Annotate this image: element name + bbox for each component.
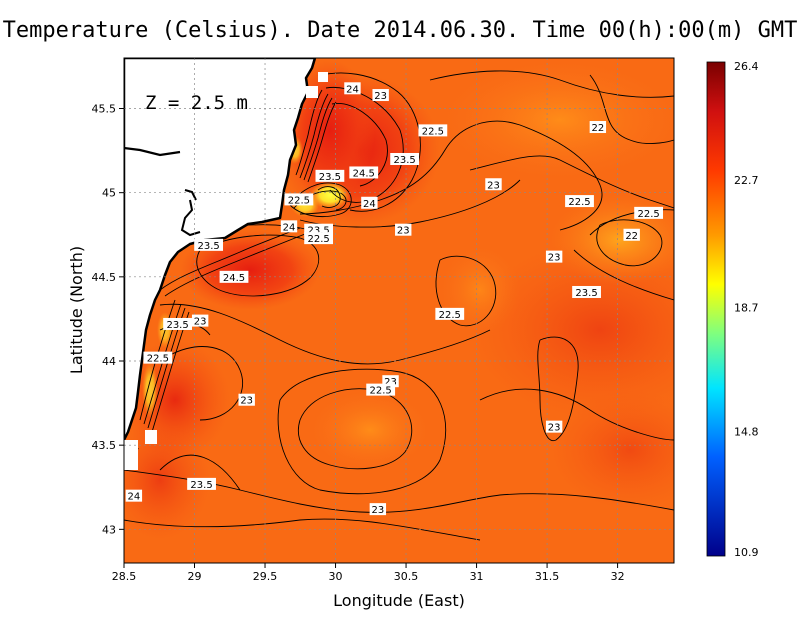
y-tick-label: 43.5 — [92, 439, 117, 452]
contour-label: 24 — [346, 84, 359, 95]
x-tick-label: 30.5 — [394, 570, 419, 583]
contour-label-bg — [390, 153, 420, 165]
y-tick-label: 45 — [102, 187, 116, 200]
y-tick-label: 43 — [102, 523, 116, 536]
x-axis-title: Longitude (East) — [333, 591, 465, 610]
contour-label: 23 — [397, 226, 410, 237]
contour-label-bg — [219, 270, 249, 283]
contour-label: 23.5 — [394, 155, 416, 166]
contour-label-bg — [280, 220, 298, 233]
contour-label-bg — [634, 206, 664, 219]
contour-label-bg — [238, 393, 255, 406]
contour-label-bg — [435, 307, 465, 320]
contour-label: 24 — [283, 222, 296, 233]
contour-label: 23 — [194, 317, 207, 328]
contour-label: 23.5 — [307, 226, 329, 237]
contour-label-bg — [194, 238, 224, 251]
contour-label: 22.5 — [568, 197, 590, 208]
x-tick-label: 29.5 — [253, 570, 278, 583]
contour-label-bg — [418, 124, 448, 137]
x-tick-label: 29 — [188, 570, 202, 583]
colorbar-ticks: 26.4 22.7 18.7 14.8 10.9 — [734, 60, 759, 559]
contour-label-bg — [565, 195, 594, 208]
contour-label: 23.5 — [166, 320, 188, 331]
depth-label: Z = 2.5 m — [145, 92, 248, 114]
contour-label: 23.5 — [197, 241, 219, 252]
contour-label: 23 — [487, 180, 500, 191]
colorbar-tick-label: 14.8 — [734, 426, 759, 439]
contour-label: 23 — [374, 91, 387, 102]
contour-label-bg — [125, 489, 143, 502]
contour-label: 22.5 — [439, 310, 461, 321]
contour-label-bg — [304, 232, 334, 245]
y-tick-label: 44.5 — [92, 271, 117, 284]
contour-label: 22.5 — [637, 209, 659, 220]
contour-label-bg — [395, 223, 412, 236]
contour-label: 24 — [128, 492, 141, 503]
y-tick-label: 45.5 — [92, 103, 117, 116]
contour-label-bg — [187, 477, 216, 490]
contour-label-bg — [572, 285, 601, 298]
contour-label: 23 — [240, 396, 253, 407]
contour-label: 23 — [548, 253, 561, 264]
contour-label: 22 — [591, 123, 604, 134]
contour-label-bg — [284, 193, 314, 206]
contour-label-bg — [143, 351, 173, 364]
y-tick-label: 44 — [102, 355, 116, 368]
x-tick-label: 30 — [329, 570, 343, 583]
x-tick-label: 31 — [470, 570, 484, 583]
contour-label: 23.5 — [575, 288, 597, 299]
contour-label: 22.5 — [422, 126, 444, 137]
contour-label: 23.5 — [319, 172, 341, 183]
contour-label: 24.5 — [353, 168, 375, 179]
colorbar-tick-label: 18.7 — [734, 301, 759, 314]
contour-label-bg — [344, 82, 361, 95]
colorbar-tick-label: 10.9 — [734, 546, 759, 559]
contour-label-bg — [349, 166, 379, 179]
colorbar — [706, 61, 726, 557]
contour-label-bg — [191, 314, 209, 327]
x-tick-label: 32 — [611, 570, 625, 583]
contour-label-bg — [366, 383, 396, 396]
contour-label-bg — [623, 228, 640, 241]
contour-label-bg — [163, 317, 192, 330]
plot-frame — [123, 57, 675, 564]
contour-label: 22 — [625, 231, 638, 242]
contour-label: 22.5 — [288, 195, 310, 206]
contour-label: 23.5 — [190, 480, 212, 491]
contour-label-bg — [315, 169, 345, 182]
contour-label: 23 — [371, 505, 384, 516]
chart-title: Temperature (Celsius). Date 2014.06.30. … — [2, 18, 798, 43]
contour-label-bg — [545, 250, 563, 263]
contour-label-bg — [485, 178, 502, 191]
contour-label: 23 — [548, 423, 561, 434]
contour-label-bg — [372, 89, 389, 102]
colorbar-tick-label: 26.4 — [734, 60, 759, 73]
x-tick-label: 31.5 — [535, 570, 560, 583]
contour-label: 22.5 — [370, 386, 392, 397]
contour-label: 24.5 — [223, 273, 245, 284]
contour-label-bg — [369, 503, 387, 516]
y-axis: 43 43.5 44 44.5 45 45.5 — [92, 103, 124, 536]
contour-label-bg — [589, 121, 607, 134]
x-tick-label: 28.5 — [112, 570, 137, 583]
contour-label-bg — [361, 196, 378, 209]
grid-lines — [124, 58, 674, 563]
y-axis-title: Latitude (North) — [67, 246, 86, 374]
x-axis: 28.5 29 29.5 30 30.5 31 31.5 32 — [112, 563, 625, 583]
contour-label: 22.5 — [147, 354, 169, 365]
contour-label: 22.5 — [307, 234, 329, 245]
contour-label-bg — [545, 420, 563, 433]
colorbar-tick-label: 22.7 — [734, 174, 759, 187]
contour-label: 24 — [363, 199, 376, 210]
contour-label: 23 — [384, 377, 397, 388]
